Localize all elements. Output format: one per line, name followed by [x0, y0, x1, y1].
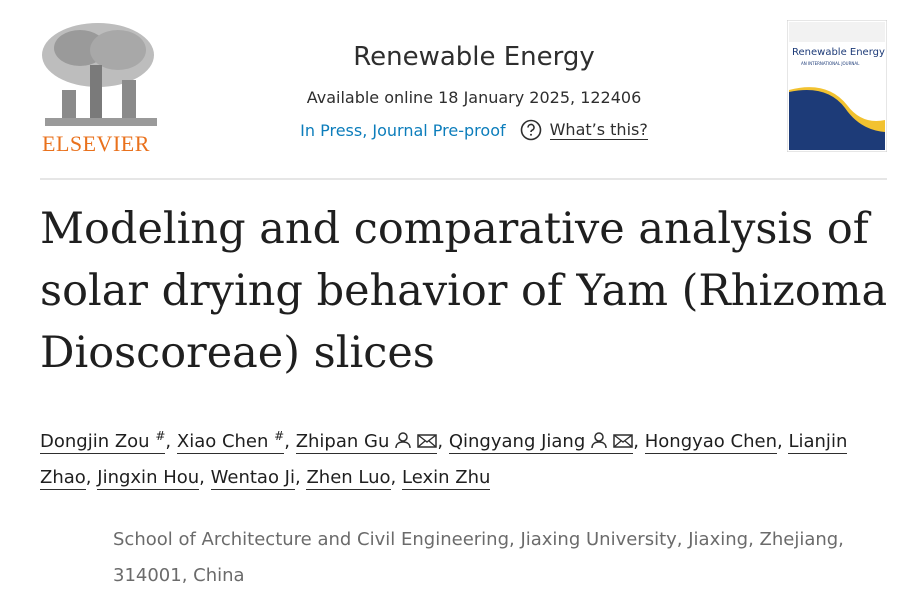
- author-name[interactable]: Lianjin Zhao: [40, 431, 848, 488]
- affiliation: School of Architecture and Civil Enginee…: [113, 529, 844, 586]
- author-separator: ,: [284, 431, 290, 452]
- author-name[interactable]: Wentao Ji: [210, 467, 295, 488]
- status-row: In Press, Journal Pre-proof What’s this?: [230, 119, 718, 141]
- author-name[interactable]: Qingyang Jiang: [448, 431, 586, 452]
- elsevier-logo: [40, 20, 162, 128]
- author-link[interactable]: Xiao Chen #: [176, 429, 285, 454]
- author-link[interactable]: Zhen Luo: [306, 467, 391, 490]
- author-separator: ,: [633, 431, 639, 452]
- cover-title: Renewable Energy: [792, 47, 885, 58]
- author-separator: ,: [777, 431, 783, 452]
- author-name[interactable]: Dongjin Zou: [40, 431, 150, 452]
- help-icon: [520, 119, 541, 141]
- author-link[interactable]: Hongyao Chen: [644, 431, 777, 454]
- help-button[interactable]: What’s this?: [520, 119, 648, 141]
- author-mark: #: [155, 429, 166, 443]
- journal-cover[interactable]: [787, 20, 887, 152]
- author-link[interactable]: Qingyang Jiang: [448, 431, 634, 454]
- author-name[interactable]: Zhipan Gu: [295, 431, 390, 452]
- divider: [40, 178, 887, 180]
- author-separator: ,: [437, 431, 444, 452]
- help-text[interactable]: What’s this?: [549, 120, 648, 140]
- author-link[interactable]: Lianjin Zhao: [40, 431, 848, 490]
- author-separator: ,: [199, 467, 205, 488]
- author-link[interactable]: Wentao Ji: [210, 467, 295, 490]
- author-mark: #: [274, 429, 285, 443]
- author-name[interactable]: Xiao Chen: [176, 431, 269, 452]
- author-link[interactable]: Lexin Zhu: [402, 467, 491, 490]
- author-name[interactable]: Jingxin Hou: [97, 467, 200, 488]
- author-name[interactable]: Hongyao Chen: [644, 431, 777, 452]
- email-icon: [613, 434, 634, 448]
- author-list: Dongjin Zou #, Xiao Chen #, Zhipan Gu, Q…: [40, 418, 890, 496]
- article-title: Modeling and comparative analysis of sol…: [40, 204, 888, 378]
- author-separator: ,: [294, 467, 301, 488]
- author-name[interactable]: Zhen Luo: [306, 467, 391, 488]
- author-link[interactable]: Jingxin Hou: [97, 467, 200, 490]
- author-link[interactable]: Zhipan Gu: [295, 431, 438, 454]
- status-link[interactable]: In Press, Journal Pre-proof: [300, 120, 506, 140]
- email-icon: [417, 434, 438, 448]
- author-name[interactable]: Lexin Zhu: [402, 467, 491, 488]
- author-separator: ,: [390, 467, 397, 488]
- cover-subtitle: AN INTERNATIONAL JOURNAL: [801, 61, 860, 66]
- person-icon: [395, 432, 412, 449]
- person-icon: [591, 432, 608, 449]
- publisher-name: ELSEVIER: [42, 131, 150, 156]
- author-separator: ,: [165, 431, 172, 452]
- journal-name[interactable]: Renewable Energy: [353, 42, 595, 72]
- availability: Available online 18 January 2025, 122406: [306, 88, 642, 107]
- author-separator: ,: [85, 467, 92, 488]
- author-link[interactable]: Dongjin Zou #: [40, 429, 166, 454]
